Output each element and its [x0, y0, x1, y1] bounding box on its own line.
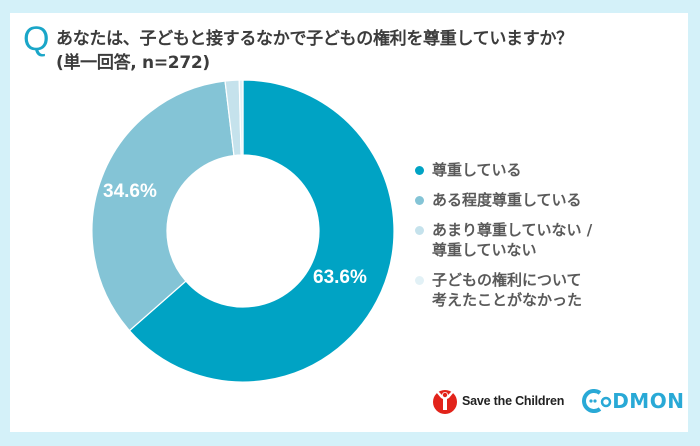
title-subtitle: (単一回答, n=272) [56, 53, 210, 73]
legend-item-somewhat-respect: ある程度尊重している [414, 190, 644, 210]
legend-dot-icon [415, 166, 424, 175]
legend-dot-icon [415, 276, 424, 285]
question-mark-icon: Q [23, 20, 50, 58]
footer-logos: Save the Children DMON [432, 386, 684, 416]
legend-dot-icon [415, 226, 424, 235]
save-the-children-logo: Save the Children [432, 387, 564, 415]
donut-slice [128, 79, 395, 383]
donut-slice [238, 79, 244, 156]
codmon-text: DMON [612, 389, 685, 413]
chart-title: あなたは、子どもと接するなかで子どもの権利を尊重していますか？ (単一回答, n… [56, 27, 573, 75]
chart-legend: 尊重している ある程度尊重している あまり尊重していない / 尊重していない 子… [414, 160, 644, 320]
legend-item-never-thought: 子どもの権利について 考えたことがなかった [414, 270, 644, 310]
slice-label-somewhat-respect: 34.6% [103, 181, 157, 202]
legend-item-not-respect: あまり尊重していない / 尊重していない [414, 220, 644, 260]
donut-slice [91, 80, 235, 332]
save-the-children-text: Save the Children [462, 394, 565, 408]
legend-dot-icon [415, 196, 424, 205]
legend-item-respect: 尊重している [414, 160, 644, 180]
codmon-face-icon [582, 389, 612, 413]
title-line-1: あなたは、子どもと接するなかで子どもの権利を尊重していますか？ [56, 29, 573, 49]
save-the-children-icon [433, 390, 457, 414]
codmon-logo: DMON [582, 389, 684, 413]
slice-label-respect: 63.6% [313, 267, 367, 288]
